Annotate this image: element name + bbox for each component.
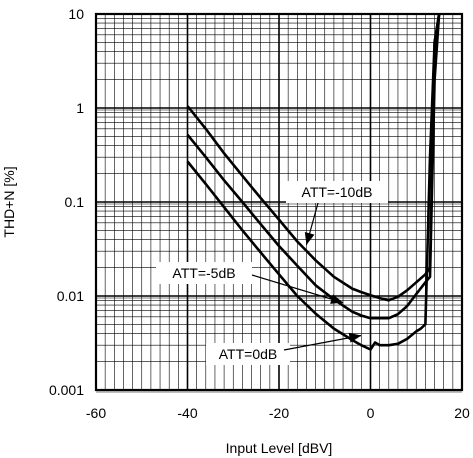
x-tick-label: -60 (86, 405, 106, 421)
x-tick-label: -40 (177, 405, 197, 421)
annotation-label: ATT=-5dB (172, 265, 235, 281)
annotation-bg (156, 262, 252, 284)
y-tick-label: 0.001 (49, 382, 84, 398)
annotations: ATT=-10dB ATT=-5dB ATT=0dB (156, 181, 388, 365)
x-tick-label: -20 (269, 405, 289, 421)
annotation-label: ATT=0dB (219, 346, 278, 362)
annotation-label: ATT=-10dB (302, 184, 373, 200)
annotation-bg (206, 343, 290, 365)
annotation-arrow-line (283, 334, 362, 351)
x-tick-label: 0 (367, 405, 375, 421)
series-line-2 (186, 13, 441, 320)
annotation-bg (286, 181, 388, 203)
series-line-1 (186, 13, 441, 302)
y-axis-label: THD+N [%] (1, 166, 17, 237)
annotation-arrow-head (304, 231, 315, 245)
annotation-arrow-head (348, 332, 362, 343)
series-line-3 (186, 13, 441, 351)
y-tick-label: 0.01 (57, 288, 84, 304)
tick-labels: -60 -40 -20 0 20 0.001 0.01 0.1 1 10 (49, 6, 470, 421)
y-tick-label: 1 (76, 100, 84, 116)
annotation-arrow-line (251, 274, 344, 304)
y-tick-label: 10 (68, 6, 84, 22)
series-lines (186, 13, 441, 351)
grid (95, 14, 463, 393)
x-tick-label: 20 (454, 405, 470, 421)
plot-frame (94, 12, 464, 392)
y-tick-label: 0.1 (65, 194, 85, 210)
annotation-arrow-head (330, 294, 344, 304)
x-axis-label: Input Level [dBV] (226, 440, 333, 456)
